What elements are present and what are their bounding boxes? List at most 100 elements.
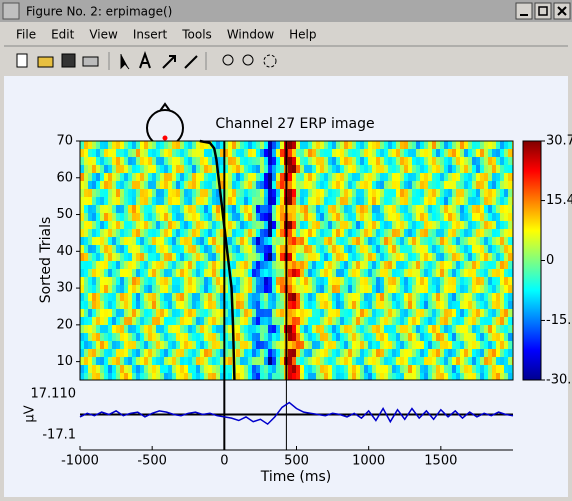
zoom-in-icon[interactable] [222,54,234,66]
heatmap-cell [328,181,332,189]
heatmap-cell [508,181,512,189]
heatmap-cell [464,325,468,333]
heatmap-cell [152,221,156,229]
heatmap-cell [292,325,296,333]
heatmap-cell [428,189,432,197]
heatmap-cell [492,165,496,173]
rotate-icon[interactable] [263,54,277,68]
heatmap-cell [188,181,192,189]
heatmap-cell [220,141,224,149]
heatmap-cell [100,229,104,237]
maximize-button[interactable] [534,2,552,20]
heatmap-cell [420,237,424,245]
heatmap-cell [320,221,324,229]
heatmap-cell [184,141,188,149]
heatmap-cell [404,221,408,229]
heatmap-cell [492,205,496,213]
heatmap-cell [104,253,108,261]
save-icon[interactable] [61,53,76,68]
menu-item[interactable]: View [89,28,118,42]
minimize-button[interactable] [515,2,533,20]
heatmap-cell [272,181,276,189]
heatmap-cell [440,237,444,245]
heatmap-cell [472,261,476,269]
heatmap-cell [84,181,88,189]
heatmap-cell [300,221,304,229]
heatmap-cell [408,349,412,357]
heatmap-cell [312,317,316,325]
heatmap-cell [96,157,100,165]
heatmap-cell [208,181,212,189]
heatmap-cell [468,141,472,149]
heatmap-cell [144,373,148,380]
heatmap-cell [272,269,276,277]
text-icon[interactable] [139,51,151,69]
menu-item[interactable]: Edit [51,28,75,42]
heatmap-cell [268,181,272,189]
heatmap-cell [104,269,108,277]
menu-item[interactable]: File [16,28,36,42]
heatmap-cell [348,285,352,293]
heatmap-cell [360,237,364,245]
heatmap-cell [268,285,272,293]
heatmap-cell [440,333,444,341]
heatmap-cell [176,301,180,309]
heatmap-cell [204,157,208,165]
heatmap-cell [428,349,432,357]
heatmap-cell [356,325,360,333]
open-icon[interactable] [37,56,54,68]
heatmap-cell [484,373,488,380]
arrow-icon[interactable] [162,55,176,69]
pointer-icon[interactable] [120,54,130,70]
heatmap-cell [204,141,208,149]
heatmap-cell [180,181,184,189]
heatmap-cell [208,237,212,245]
print-icon[interactable] [82,56,99,67]
heatmap-cell [152,229,156,237]
zoom-out-icon[interactable] [242,54,254,66]
heatmap-cell [280,357,284,365]
window-icon[interactable] [2,2,20,20]
y-tick-label: 30 [56,281,73,296]
heatmap-cell [460,373,464,380]
heatmap-cell [228,253,232,261]
heatmap-cell [508,229,512,237]
new-icon[interactable] [16,53,28,68]
line-icon[interactable] [184,55,198,69]
heatmap-cell [376,357,380,365]
heatmap-cell [140,229,144,237]
heatmap-cell [196,237,200,245]
heatmap-cell [320,301,324,309]
heatmap-cell [152,165,156,173]
heatmap-cell [128,197,132,205]
heatmap-cell [144,317,148,325]
heatmap-cell [196,205,200,213]
heatmap-cell [368,189,372,197]
heatmap-cell [444,173,448,181]
heatmap-cell [464,149,468,157]
heatmap-cell [440,213,444,221]
heatmap-cell [120,245,124,253]
heatmap-cell [100,165,104,173]
heatmap-cell [480,229,484,237]
heatmap-cell [100,253,104,261]
heatmap-cell [96,285,100,293]
heatmap-cell [192,373,196,380]
heatmap-cell [212,269,216,277]
x-tick-label: 1000 [352,454,385,469]
menu-item[interactable]: Tools [181,28,212,42]
menu-item[interactable]: Help [289,28,316,42]
heatmap-cell [148,213,152,221]
y-tick-label: 10 [56,354,73,369]
heatmap-cell [472,333,476,341]
menu-item[interactable]: Insert [133,28,168,42]
heatmap-cell [172,269,176,277]
heatmap-cell [248,349,252,357]
heatmap-cell [156,173,160,181]
menu-item[interactable]: Window [227,28,275,42]
sort-curve [199,139,236,381]
heatmap-cell [348,301,352,309]
heatmap-cell [100,301,104,309]
heatmap-cell [312,365,316,373]
heatmap-cell [116,229,120,237]
